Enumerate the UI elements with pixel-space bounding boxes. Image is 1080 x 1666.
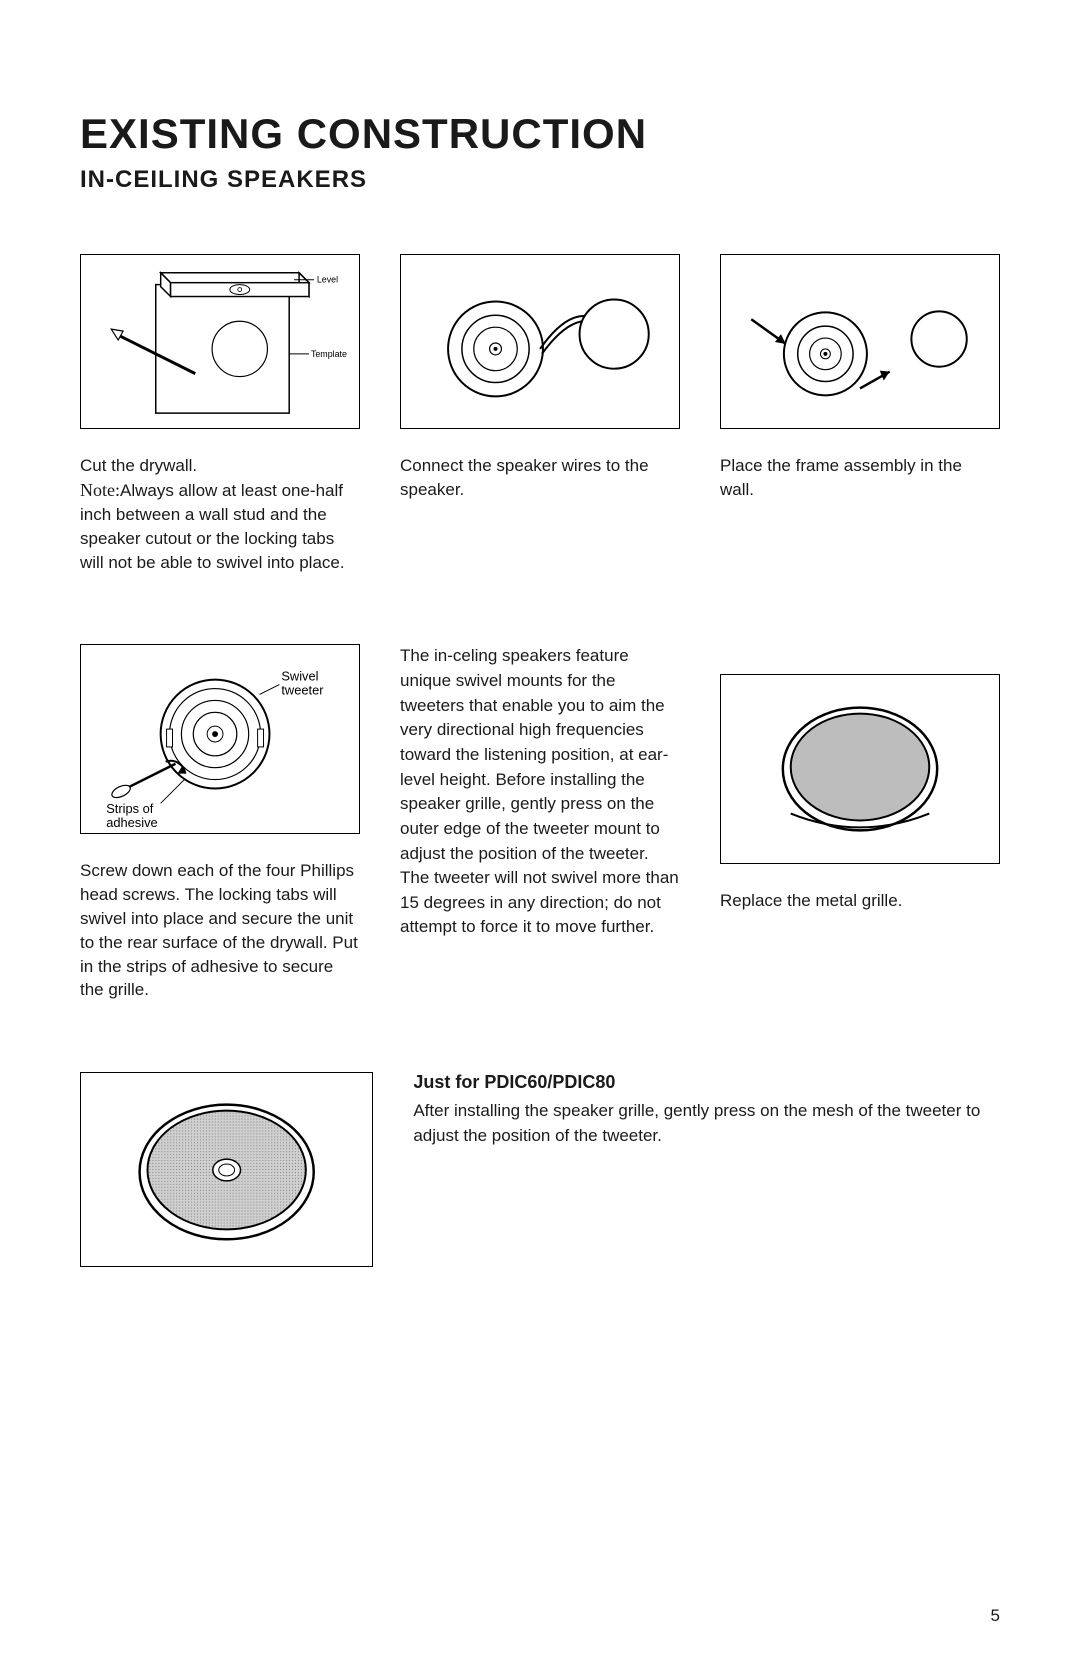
- page-number: 5: [991, 1606, 1000, 1626]
- label-template: Template: [311, 349, 347, 359]
- diagram-screw-swivel: Swivel tweeter Strips of adhesive: [80, 644, 360, 834]
- diagram-replace-grille: [720, 674, 1000, 864]
- page-subtitle: IN-CEILING SPEAKERS: [80, 166, 1000, 194]
- swivel-body-text: The in-celing speakers feature unique sw…: [400, 644, 680, 940]
- step-swivel-text: The in-celing speakers feature unique sw…: [400, 644, 680, 1002]
- pdic-heading: Just for PDIC60/PDIC80: [413, 1072, 1000, 1093]
- label-level: Level: [317, 275, 338, 285]
- step-place-frame: Place the frame assembly in the wall.: [720, 254, 1000, 574]
- diagram-pdic-grille: [80, 1072, 373, 1267]
- caption-place-frame: Place the frame assembly in the wall.: [720, 454, 1000, 502]
- diagram-connect-wires: [400, 254, 680, 429]
- label-swivel-1: Swivel: [281, 669, 318, 684]
- label-swivel-2: tweeter: [281, 683, 324, 698]
- step-cut-drywall: Level Template Cut the drywall. Note:Alw…: [80, 254, 360, 574]
- note-body: Always allow at least one-half inch betw…: [80, 481, 345, 572]
- caption-connect-wires: Connect the speaker wires to the speaker…: [400, 454, 680, 502]
- svg-text:adhesive: adhesive: [106, 815, 157, 830]
- caption-screw-down: Screw down each of the four Phillips hea…: [80, 859, 360, 1002]
- step-replace-grille: Replace the metal grille.: [720, 644, 1000, 1002]
- row-1: Level Template Cut the drywall. Note:Alw…: [80, 254, 1000, 574]
- caption-replace-grille: Replace the metal grille.: [720, 889, 1000, 913]
- page-title: EXISTING CONSTRUCTION: [80, 110, 1000, 158]
- row-3: Just for PDIC60/PDIC80 After installing …: [80, 1072, 1000, 1292]
- caption-cut-drywall: Cut the drywall. Note:Always allow at le…: [80, 454, 360, 574]
- row-2: Swivel tweeter Strips of adhesive Screw …: [80, 644, 1000, 1002]
- caption-pre: Cut the drywall.: [80, 456, 197, 475]
- svg-text:Strips of: Strips of: [106, 802, 154, 817]
- step-pdic-text: Just for PDIC60/PDIC80 After installing …: [413, 1072, 1000, 1292]
- step-connect-wires: Connect the speaker wires to the speaker…: [400, 254, 680, 574]
- pdic-body: After installing the speaker grille, gen…: [413, 1099, 1000, 1148]
- note-label: Note:: [80, 480, 120, 500]
- diagram-template-level: Level Template: [80, 254, 360, 429]
- diagram-place-frame: [720, 254, 1000, 429]
- step-screw-down: Swivel tweeter Strips of adhesive Screw …: [80, 644, 360, 1002]
- step-pdic-diagram: [80, 1072, 373, 1292]
